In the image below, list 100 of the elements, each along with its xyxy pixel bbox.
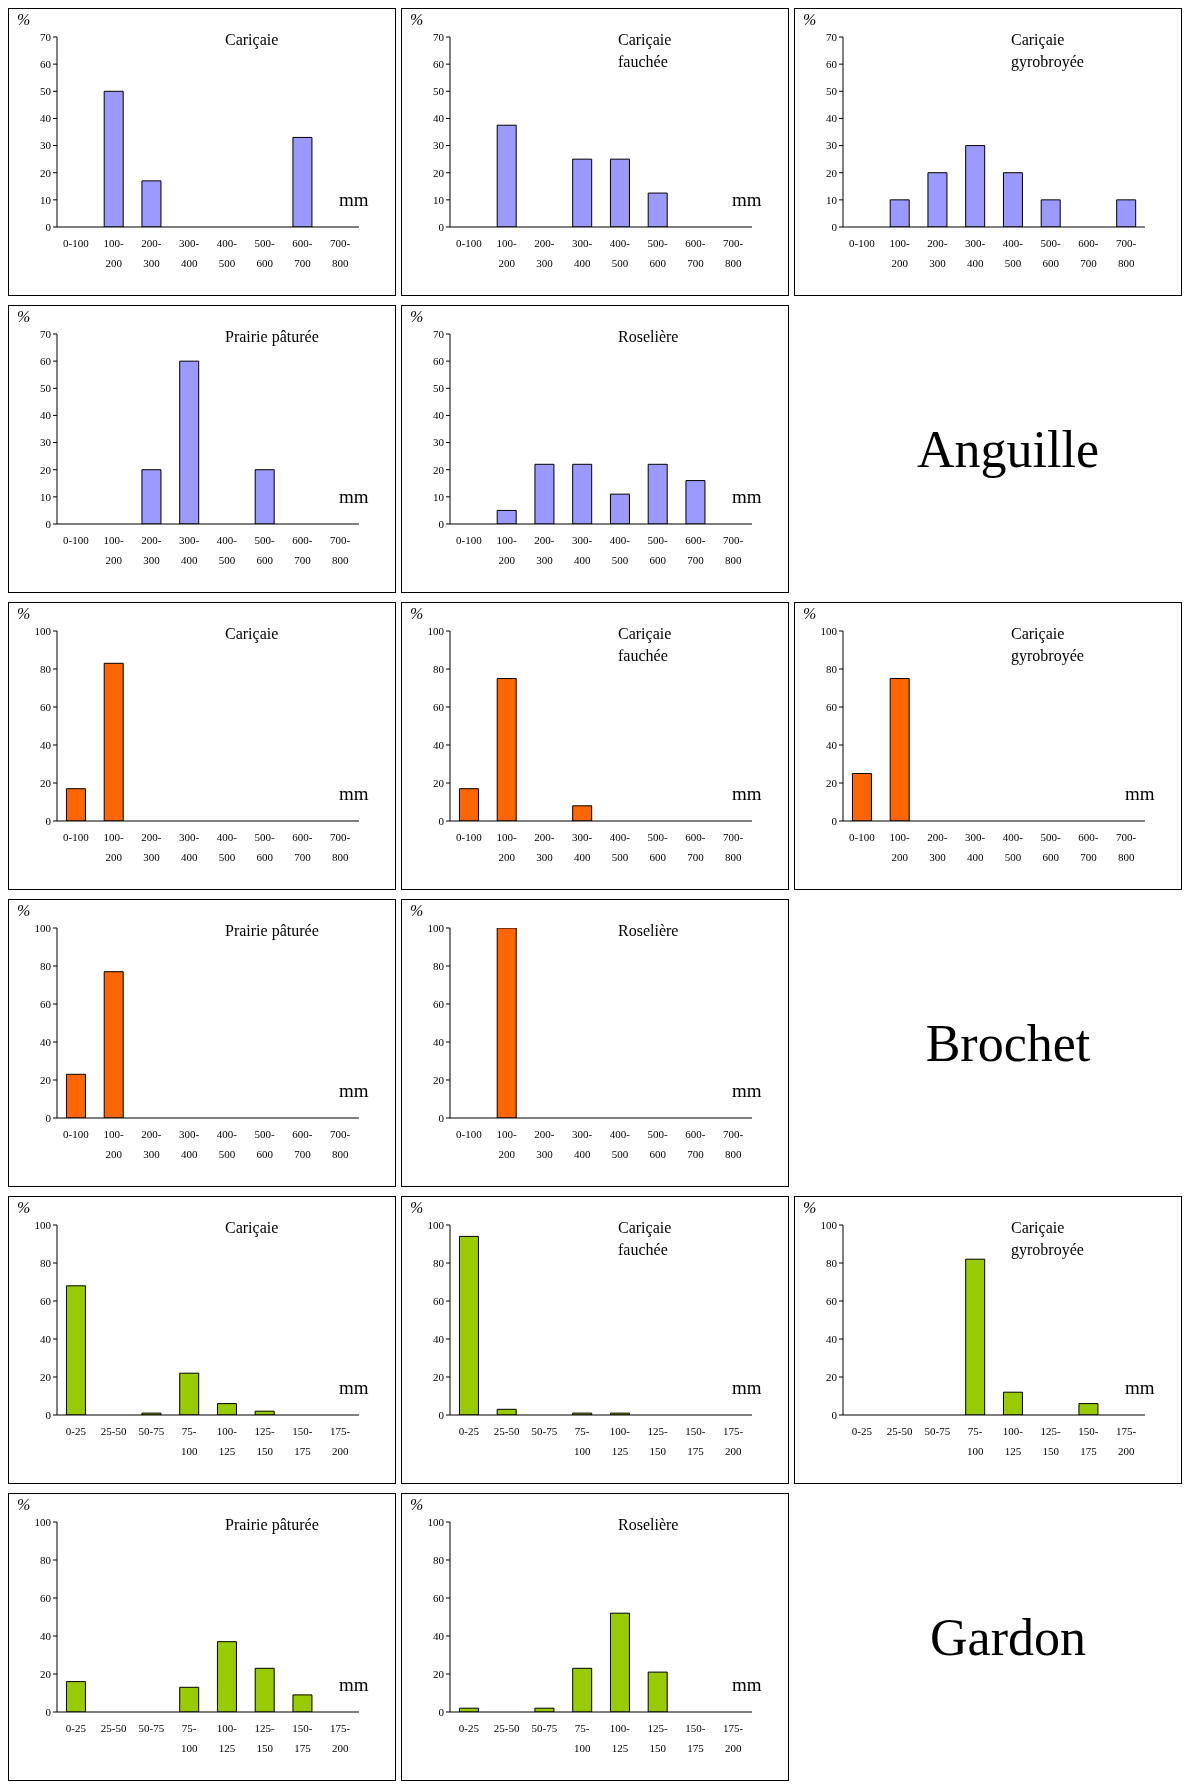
chart-title: Cariçaie (225, 1218, 280, 1239)
y-tick-label: 60 (433, 1591, 445, 1604)
y-axis-title: % (17, 902, 31, 920)
x-tick-label: 75-100 (966, 1425, 984, 1457)
x-tick-label: 75-100 (180, 1722, 198, 1754)
chart-title: Cariçaie gyrobroyée (1011, 30, 1085, 73)
y-tick-label: 20 (433, 463, 445, 476)
y-tick-label: 0 (45, 517, 52, 530)
x-axis-title: mm (732, 1674, 762, 1696)
x-tick-label: 0-100 (456, 237, 483, 249)
x-axis-title: mm (339, 1377, 369, 1399)
y-tick-label: 0 (438, 517, 445, 530)
y-tick-label: 20 (433, 1370, 445, 1383)
y-tick-label: 60 (40, 1591, 52, 1604)
x-tick-label: 0-25 (458, 1425, 480, 1437)
text: Anguille (917, 419, 1099, 479)
x-tick-label: 0-100 (63, 237, 90, 249)
y-tick-label: 60 (433, 355, 445, 368)
y-tick-label: 60 (826, 58, 838, 71)
x-tick-label: 100-200 (889, 237, 911, 269)
y-tick-label: 40 (826, 738, 838, 751)
x-tick-label: 500-600 (254, 831, 276, 863)
x-tick-label: 0-100 (456, 1128, 483, 1140)
x-tick-label: 600-700 (292, 831, 313, 863)
y-axis-title: % (803, 11, 817, 29)
y-tick-label: 80 (40, 662, 52, 675)
x-tick-label: 100-200 (103, 831, 125, 863)
x-tick-label: 300-400 (572, 237, 593, 269)
x-tick-label: 400-500 (216, 1128, 238, 1160)
y-tick-label: 100 (34, 624, 52, 637)
y-tick-label: 80 (826, 1256, 838, 1269)
x-tick-label: 600-700 (292, 237, 313, 269)
y-tick-label: 50 (40, 85, 52, 98)
y-tick-label: 30 (433, 139, 445, 152)
y-tick-label: 60 (826, 1294, 838, 1307)
y-axis-title: % (410, 605, 424, 623)
y-tick-label: 40 (40, 1332, 52, 1345)
x-tick-label: 600-700 (292, 1128, 313, 1160)
x-tick-label: 200-300 (141, 237, 162, 269)
y-tick-label: 60 (40, 700, 52, 713)
y-tick-label: 80 (433, 1256, 445, 1269)
y-tick-label: 80 (40, 1256, 52, 1269)
x-tick-label: 500-600 (1040, 237, 1062, 269)
chart-title: Cariçaie (225, 30, 280, 51)
x-tick-label: 400-500 (609, 534, 631, 566)
x-tick-label: 300-400 (965, 237, 986, 269)
x-tick-label: 0-100 (63, 1128, 90, 1140)
y-axis-title: % (17, 308, 31, 326)
x-tick-label: 75-100 (573, 1425, 591, 1457)
y-tick-label: 100 (34, 1515, 52, 1528)
x-tick-label: 50-75 (531, 1722, 558, 1734)
x-tick-label: 0-100 (456, 534, 483, 546)
x-tick-label: 0-25 (65, 1722, 87, 1734)
x-tick-label: 175-200 (330, 1425, 351, 1457)
y-tick-label: 40 (826, 112, 838, 125)
chart-title: Roselière (618, 1515, 680, 1535)
y-tick-label: 0 (438, 1111, 445, 1124)
y-tick-label: 10 (433, 193, 445, 206)
x-tick-label: 200-300 (141, 1128, 162, 1160)
y-tick-label: 20 (40, 1667, 52, 1680)
x-tick-label: 50-75 (531, 1425, 558, 1437)
y-tick-label: 20 (826, 166, 838, 179)
y-axis-title: % (17, 1496, 31, 1514)
x-tick-label: 500-600 (254, 534, 276, 566)
y-tick-label: 80 (40, 959, 52, 972)
y-tick-label: 20 (433, 1073, 445, 1086)
y-tick-label: 80 (433, 959, 445, 972)
x-tick-label: 0-100 (63, 831, 90, 843)
x-tick-label: 700-800 (1116, 237, 1137, 269)
y-axis-title: % (410, 11, 424, 29)
x-tick-label: 700-800 (330, 237, 351, 269)
x-tick-label: 100-200 (496, 534, 518, 566)
x-tick-label: 100-125 (609, 1425, 631, 1457)
y-tick-label: 40 (40, 1629, 52, 1642)
y-tick-label: 0 (831, 814, 838, 827)
y-tick-label: 40 (433, 1035, 445, 1048)
y-tick-label: 0 (45, 1705, 52, 1718)
y-tick-label: 100 (427, 1515, 445, 1528)
y-tick-label: 70 (433, 327, 445, 340)
y-axis-title: % (17, 11, 31, 29)
x-tick-label: 100-200 (496, 237, 518, 269)
y-tick-label: 0 (438, 1705, 445, 1718)
x-tick-label: 0-25 (851, 1425, 873, 1437)
x-tick-label: 700-800 (330, 831, 351, 863)
chart-title: Cariçaie fauchée (618, 1218, 673, 1260)
chart-title: Cariçaie fauchée (618, 30, 673, 72)
x-tick-label: 200-300 (534, 237, 555, 269)
y-tick-label: 30 (826, 139, 838, 152)
x-tick-label: 25-50 (493, 1722, 520, 1734)
y-tick-label: 10 (40, 193, 52, 206)
y-axis-title: % (410, 1199, 424, 1217)
y-tick-label: 60 (433, 1294, 445, 1307)
y-tick-label: 60 (433, 58, 445, 71)
x-tick-label: 600-700 (1078, 237, 1099, 269)
x-axis-title: mm (732, 783, 762, 805)
x-tick-label: 50-75 (138, 1722, 165, 1734)
y-tick-label: 30 (40, 139, 52, 152)
x-tick-label: 300-400 (572, 1128, 593, 1160)
x-tick-label: 300-400 (179, 1128, 200, 1160)
x-tick-label: 400-500 (216, 831, 238, 863)
